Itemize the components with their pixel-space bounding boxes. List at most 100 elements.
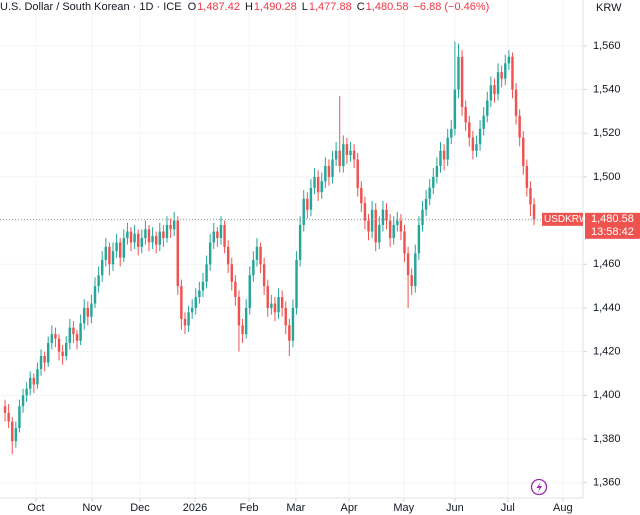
candle-body — [21, 395, 25, 407]
candles — [0, 41, 583, 455]
candle-body — [324, 166, 327, 182]
x-tick-label: Nov — [82, 502, 102, 514]
candle-body — [151, 235, 154, 243]
price-tag-time: 13:58:42 — [591, 226, 634, 238]
candle-body — [115, 242, 118, 252]
candle-body — [205, 264, 208, 282]
candle-body — [435, 166, 439, 177]
candle-body — [327, 166, 331, 177]
y-unit: KRW — [596, 2, 622, 14]
candle-body — [313, 176, 316, 188]
candle-body — [320, 181, 323, 193]
candle-body — [86, 307, 90, 317]
symbol-tag — [542, 212, 583, 226]
candle-body — [208, 242, 212, 265]
candle-body — [331, 159, 334, 177]
y-tick-label: 1,360 — [593, 477, 621, 489]
candle-body — [399, 220, 403, 232]
y-tick-label: 1,520 — [593, 127, 621, 139]
candle-body — [180, 286, 183, 319]
candle-body — [100, 259, 104, 276]
candle-body — [25, 388, 28, 396]
candle-body — [378, 224, 381, 243]
candle-body — [471, 137, 475, 151]
header-change: −6.88 (−0.46%) — [413, 1, 489, 13]
candle-body — [154, 235, 158, 245]
candle-body — [140, 238, 144, 247]
candle-body — [450, 128, 453, 138]
candle-body — [144, 229, 147, 239]
candle-body — [468, 122, 471, 138]
candle-body — [349, 150, 352, 156]
x-tick-label: Jun — [446, 502, 464, 514]
candle-body — [428, 187, 431, 199]
candle-body — [460, 56, 464, 108]
header-value: 1,480.58 — [366, 1, 409, 13]
y-tick-label: 1,420 — [593, 346, 621, 358]
candle-body — [370, 209, 374, 232]
axes: 1,3601,3801,4001,4201,4401,4601,4801,500… — [27, 40, 640, 514]
lightning-button[interactable] — [530, 478, 548, 496]
candle-body — [75, 334, 79, 341]
candle-body — [14, 428, 18, 442]
candle-body — [234, 281, 237, 298]
candle-body — [79, 323, 82, 341]
candle-body — [50, 334, 54, 343]
candle-body — [133, 233, 136, 243]
candle-body — [126, 231, 129, 239]
candle-body — [514, 89, 518, 116]
candle-body — [11, 421, 14, 442]
candle-body — [165, 224, 169, 239]
y-tick-label: 1,400 — [593, 389, 621, 401]
candle-body — [212, 231, 215, 243]
candle-body — [259, 246, 262, 265]
candle-body — [252, 259, 255, 276]
candle-body — [162, 231, 165, 239]
candle-body — [396, 220, 399, 225]
y-tick-label: 1,540 — [593, 83, 621, 95]
candle-body — [32, 377, 36, 385]
candle-body — [194, 297, 197, 308]
candle-body — [244, 307, 248, 335]
y-tick-label: 1,500 — [593, 171, 621, 183]
candle-body — [306, 198, 309, 210]
candle-body — [183, 318, 187, 326]
candle-body — [334, 150, 338, 160]
candle-body — [216, 231, 219, 239]
candle-body — [82, 307, 86, 324]
candle-body — [342, 144, 345, 166]
header-value: 1,490.28 — [254, 1, 297, 13]
candle-body — [158, 231, 162, 245]
candle-body — [414, 253, 417, 287]
candle-body — [273, 303, 277, 313]
candle-body — [39, 356, 43, 370]
candle-body — [46, 342, 50, 363]
candle-body — [403, 231, 406, 254]
header-label: O — [188, 1, 197, 13]
candle-body — [475, 144, 478, 151]
x-tick-label: Aug — [553, 502, 573, 514]
candle-body — [43, 356, 46, 363]
candle-body — [532, 204, 536, 220]
lightning-icon[interactable] — [536, 482, 543, 493]
candle-body — [417, 224, 421, 254]
candle-body — [61, 351, 64, 357]
candle-body — [255, 246, 259, 260]
price-tag-label: 1,480.58 — [591, 213, 634, 225]
candle-body — [230, 264, 233, 282]
candle-body — [295, 259, 298, 308]
candle-body — [486, 100, 489, 116]
candle-body — [122, 238, 126, 258]
candle-body — [525, 166, 529, 188]
candle-body — [507, 56, 511, 64]
candle-body — [219, 224, 223, 239]
candle-body — [248, 275, 251, 308]
candle-body — [118, 242, 122, 258]
candle-body — [442, 150, 446, 160]
candle-body — [316, 176, 320, 193]
candle-body — [453, 89, 457, 129]
candle-body — [262, 264, 266, 287]
header-label: L — [302, 1, 308, 13]
candle-body — [172, 220, 176, 230]
